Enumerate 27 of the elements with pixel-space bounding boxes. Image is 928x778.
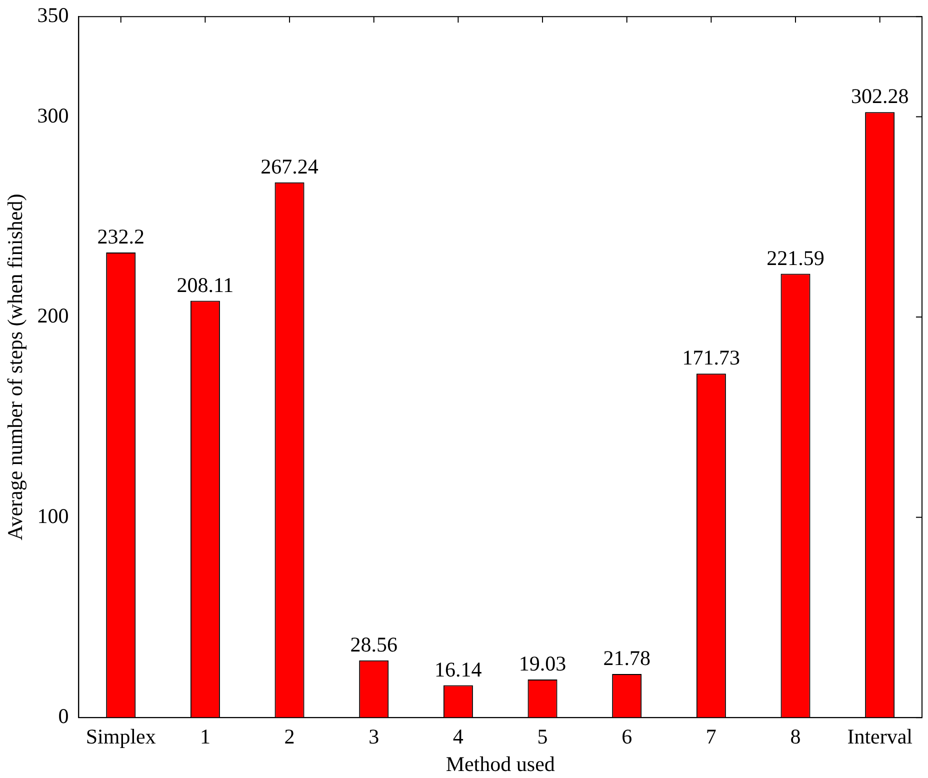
y-tick-label: 350 [37,3,69,28]
data-label: 221.59 [766,246,824,270]
y-tick-label: 0 [58,704,69,728]
x-tick-label: 3 [368,724,380,749]
x-tick-label: 6 [622,724,632,749]
x-tick-label: 2 [284,724,295,749]
x-tick-label: Simplex [86,724,156,749]
data-label: 16.14 [434,657,482,682]
x-tick-label: 1 [200,724,210,749]
data-label: 21.78 [603,646,650,670]
y-axis-title: Average number of steps (when finished) [3,194,28,540]
x-axis-title: Method used [446,752,556,776]
data-label: 208.11 [176,272,234,297]
y-tick-label: 300 [37,103,69,128]
data-label: 171.73 [682,346,740,370]
data-label: 302.28 [850,84,909,108]
x-tick-label: Interval [847,724,913,749]
x-tick-label: 4 [452,724,464,749]
y-tick-label: 200 [37,304,69,328]
data-label: 267.24 [260,154,319,178]
data-label: 232.2 [97,224,144,249]
x-tick-label: 8 [790,724,801,749]
x-tick-label: 7 [706,724,716,749]
x-tick-label: 5 [537,724,548,749]
data-label: 19.03 [518,652,566,676]
y-tick-label: 100 [37,504,69,528]
data-label: 28.56 [350,632,398,656]
